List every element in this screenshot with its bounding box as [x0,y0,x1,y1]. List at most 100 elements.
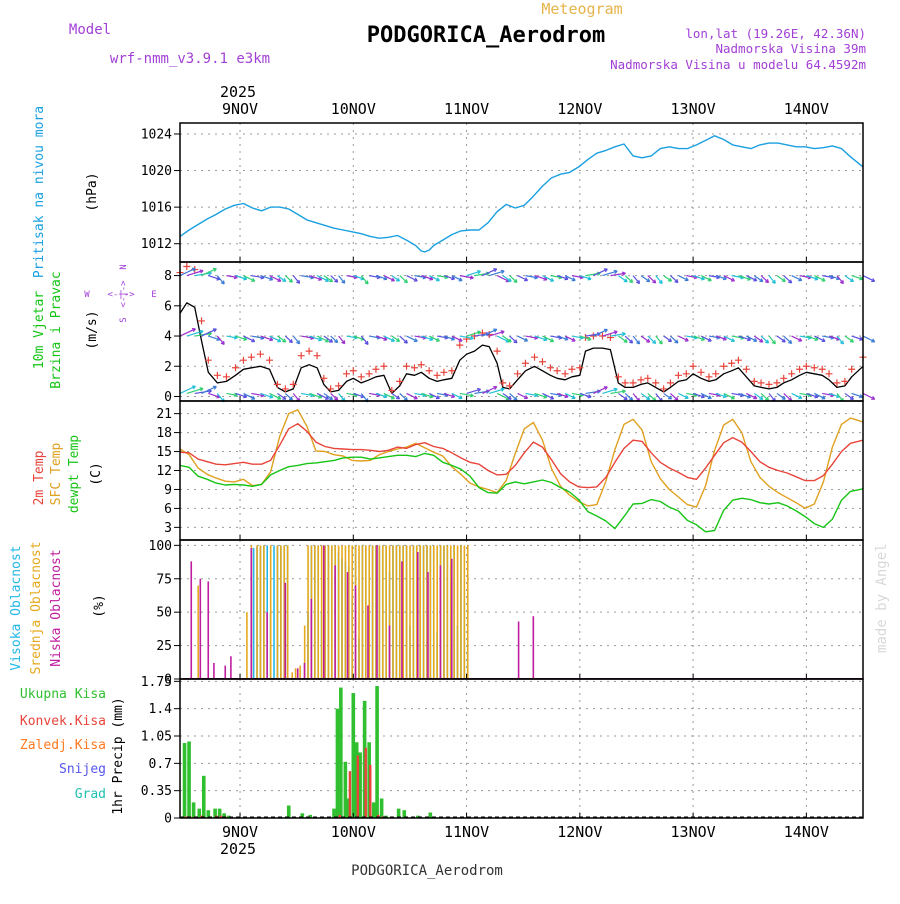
wind-arrow-head [212,385,217,390]
wind-arrow-head [413,277,418,282]
wind-arrow-shaft [369,335,381,339]
wind-arrow-head [571,277,576,282]
wind-arrow-shaft [723,392,735,400]
wind-arrow-shaft [593,268,608,277]
wind-arrow-head [199,269,204,274]
wind-arrow-head [341,279,346,284]
wind-arrow-shaft [443,275,455,280]
wind-arrow-shaft [301,392,314,397]
wind-arrow-head [243,276,248,281]
wind-arrow-shaft [338,393,346,402]
wind-arrow-shaft [437,275,449,279]
wind-arrow-head [318,276,323,281]
precip-total-bar [343,761,348,818]
ytick-label-precip-0.35: 0.35 [141,784,172,799]
wind-arrow-shaft [731,392,744,397]
wind-arrow-shaft [851,335,863,341]
gust-marker [380,362,388,370]
wind-arrow-shaft [260,392,273,399]
wind-arrow-shaft [466,331,481,337]
wind-arrow-shaft [746,275,758,282]
gust-marker [232,364,240,372]
wind-arrow-shaft [686,392,698,396]
wind-arrow-shaft [482,268,497,277]
wind-arrow-shaft [828,275,840,280]
wind-arrow-shaft [783,275,793,284]
wind-arrow-head [821,338,826,343]
ytick-label-pressure-1020: 1020 [141,164,172,179]
wind-arrow-head [277,277,282,282]
wind-arrow-shaft [624,335,634,344]
wind-arrow-shaft [399,393,408,401]
wind-arrow-shaft [564,392,576,399]
wind-arrow-shaft [496,335,510,343]
day-label-top-14nov: 14NOV [784,100,829,118]
wind-arrow-shaft [277,275,287,282]
wind-arrow-head [613,269,618,275]
wind-arrow-head [288,396,293,401]
wind-arrow-head [469,393,474,398]
panel-frame-temperature [179,400,864,541]
wind-arrow-head [251,395,256,400]
wind-arrow-head [730,277,735,282]
wind-arrow-shaft [208,275,221,280]
axes-layer: 1012 1016 1020 1024 0 2 4 6 8 3 6 9 12 15 18 21 0 25 50 75 1… [141,100,864,841]
precip-total-bar [428,812,433,818]
temp-ylabel-dewpt: dewpt Temp [67,435,82,513]
wind-arrow-shaft [186,330,204,337]
wind-arrow-shaft [235,275,247,280]
wind-arrow-head [821,277,826,282]
wind-arrow-shaft [369,275,381,279]
wind-arrow-shaft [316,275,329,282]
wind-arrow-head [550,277,555,282]
wind-arrow-head [395,338,401,343]
wind-arrow-shaft [731,275,744,279]
wind-arrow-shaft [399,275,408,284]
wind-arrow-shaft [550,335,563,339]
compass-vertical-arrows: <-|-> [119,280,129,308]
wind-arrow-shaft [655,335,663,345]
ytick-label-temperature-3: 3 [164,521,172,536]
wind-arrow-head [722,336,727,341]
wind-arrow-shaft [308,275,322,281]
wind-arrow-shaft [391,335,400,342]
wind-arrow-head [191,267,196,272]
wind-arrow-shaft [466,388,481,395]
wind-arrow-shaft [760,335,769,344]
wind-arrow-shaft [783,335,793,344]
wind-arrow-head [722,276,727,281]
wind-arrow-shaft [692,392,705,398]
wind-arrow-head [282,338,287,343]
wind-arrow-head [667,395,673,400]
wind-arrow-shaft [617,335,628,343]
wind-arrow-shaft [277,335,287,343]
wind-arrow-head [571,337,576,342]
gust-marker [281,385,289,393]
gust-marker [183,263,191,271]
wind-arrow-head [476,387,481,393]
precip-total-bar [182,743,187,818]
wind-arrow-shaft [731,335,744,339]
wind-arrow-head [212,267,217,272]
wind-arrow-head [623,338,628,343]
wind-arrow-head [646,396,651,401]
wind-arrow-shaft [791,392,802,399]
wind-arrow-shaft [459,392,474,397]
gust-marker [388,386,396,394]
wind-arrow-shaft [316,335,329,343]
gust-marker [440,368,448,376]
wind-arrow-head [684,395,689,400]
wind-arrow-head [513,278,518,283]
wind-arrow-shaft [251,335,265,339]
wind-arrow-shaft [550,392,563,397]
wind-arrow-head [435,277,440,282]
wind-arrow-head [395,277,401,282]
gust-marker [841,377,849,385]
wind-arrow-head [684,337,689,342]
wind-arrow-head [513,339,518,344]
gust-marker [765,380,773,388]
wind-arrow-shaft [678,392,689,399]
wind-arrow-head [684,277,689,282]
year-bottom: 2025 [220,840,256,858]
wind-arrow-shaft [509,393,518,401]
